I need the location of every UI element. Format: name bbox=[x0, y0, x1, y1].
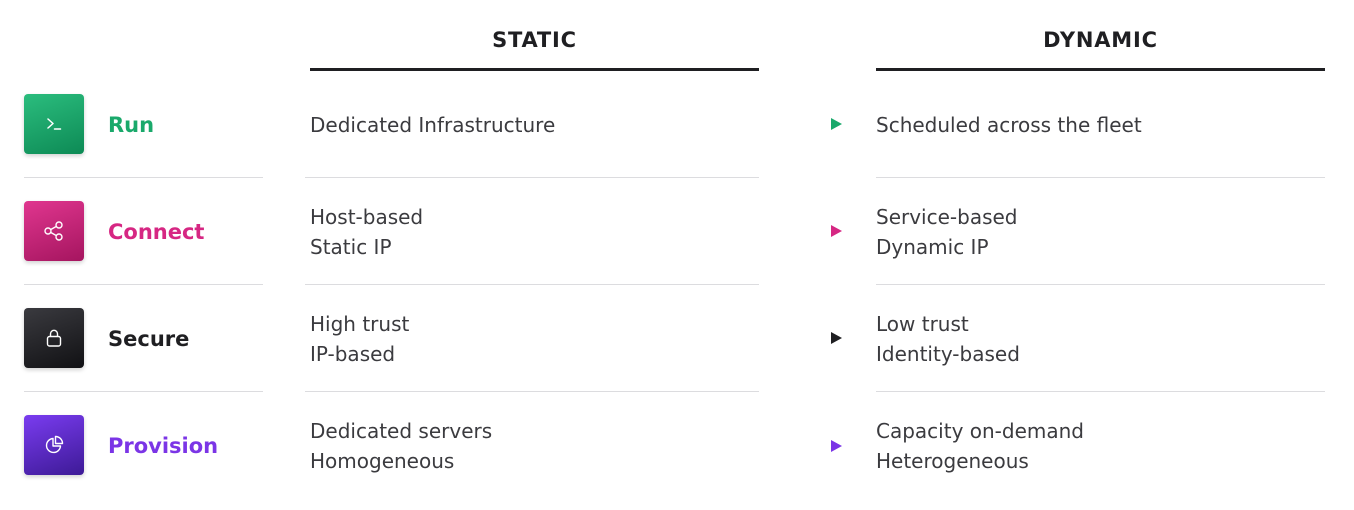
run-icon-tile bbox=[24, 94, 84, 154]
dynamic-column-header: DYNAMIC bbox=[1043, 28, 1158, 52]
dynamic-header-rule bbox=[876, 68, 1325, 71]
static-line: Static IP bbox=[310, 234, 392, 259]
static-cell-provision: Dedicated servers Homogeneous bbox=[310, 392, 750, 499]
static-line: Host-based bbox=[310, 204, 424, 229]
static-cell-run: Dedicated Infrastructure bbox=[310, 71, 750, 178]
dynamic-cell-connect: Service-based Dynamic IP bbox=[876, 178, 1325, 285]
row-divider bbox=[305, 177, 759, 178]
row-connect: Connect Host-based Static IP Service-bas… bbox=[0, 178, 1354, 285]
static-line: Dedicated Infrastructure bbox=[310, 112, 556, 137]
arrow-right-icon bbox=[793, 118, 842, 130]
arrow-right-icon bbox=[793, 440, 842, 452]
static-column-header: STATIC bbox=[492, 28, 577, 52]
static-line: Homogeneous bbox=[310, 448, 455, 473]
lock-icon bbox=[46, 329, 62, 347]
dynamic-line: Capacity on-demand bbox=[876, 418, 1084, 443]
connect-icon-tile bbox=[24, 201, 84, 261]
row-provision: Provision Dedicated servers Homogeneous … bbox=[0, 392, 1354, 499]
row-divider bbox=[24, 391, 263, 392]
row-divider bbox=[876, 177, 1325, 178]
terminal-icon bbox=[47, 118, 62, 130]
dynamic-cell-run: Scheduled across the fleet bbox=[876, 71, 1325, 178]
row-label-run: Run bbox=[108, 112, 155, 137]
row-label-connect: Connect bbox=[108, 219, 205, 244]
static-line: IP-based bbox=[310, 341, 396, 366]
dynamic-line: Service-based bbox=[876, 204, 1018, 229]
dynamic-cell-secure: Low trust Identity-based bbox=[876, 285, 1325, 392]
row-divider bbox=[24, 284, 263, 285]
static-line: Dedicated servers bbox=[310, 418, 493, 443]
row-divider bbox=[876, 284, 1325, 285]
row-run: Run Dedicated Infrastructure Scheduled a… bbox=[0, 71, 1354, 178]
static-line: High trust bbox=[310, 311, 410, 336]
secure-icon-tile bbox=[24, 308, 84, 368]
dynamic-line: Identity-based bbox=[876, 341, 1020, 366]
dynamic-line: Scheduled across the fleet bbox=[876, 112, 1142, 137]
static-header-rule bbox=[310, 68, 759, 71]
row-divider bbox=[876, 391, 1325, 392]
row-divider bbox=[24, 177, 263, 178]
row-secure: Secure High trust IP-based Low trust Ide… bbox=[0, 285, 1354, 392]
dynamic-line: Low trust bbox=[876, 311, 969, 336]
share-nodes-icon bbox=[44, 221, 63, 241]
static-cell-connect: Host-based Static IP bbox=[310, 178, 750, 285]
row-divider bbox=[305, 391, 759, 392]
arrow-right-icon bbox=[793, 332, 842, 344]
dynamic-line: Dynamic IP bbox=[876, 234, 989, 259]
dynamic-line: Heterogeneous bbox=[876, 448, 1029, 473]
provision-icon-tile bbox=[24, 415, 84, 475]
static-cell-secure: High trust IP-based bbox=[310, 285, 750, 392]
arrow-right-icon bbox=[793, 225, 842, 237]
pie-chart-icon bbox=[45, 435, 64, 454]
row-divider bbox=[305, 284, 759, 285]
row-label-provision: Provision bbox=[108, 433, 219, 458]
dynamic-cell-provision: Capacity on-demand Heterogeneous bbox=[876, 392, 1325, 499]
row-label-secure: Secure bbox=[108, 326, 190, 351]
